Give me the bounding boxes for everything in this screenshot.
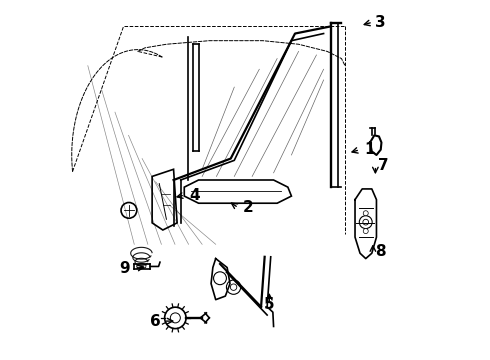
- Circle shape: [359, 216, 372, 229]
- Circle shape: [171, 313, 180, 323]
- Circle shape: [214, 272, 226, 285]
- Circle shape: [226, 280, 241, 294]
- Circle shape: [121, 203, 137, 218]
- Text: 8: 8: [375, 244, 385, 259]
- Text: 1: 1: [364, 142, 374, 157]
- Text: 2: 2: [243, 201, 253, 215]
- Circle shape: [230, 284, 237, 291]
- Polygon shape: [152, 169, 177, 230]
- Circle shape: [363, 229, 368, 234]
- Circle shape: [165, 307, 186, 329]
- Text: 9: 9: [119, 261, 129, 276]
- Text: 7: 7: [378, 158, 389, 173]
- Text: 3: 3: [375, 15, 385, 30]
- Text: 5: 5: [264, 297, 274, 312]
- Circle shape: [363, 211, 368, 216]
- Text: 4: 4: [189, 188, 199, 203]
- Polygon shape: [184, 180, 292, 203]
- Circle shape: [363, 219, 368, 225]
- Text: 6: 6: [149, 314, 160, 329]
